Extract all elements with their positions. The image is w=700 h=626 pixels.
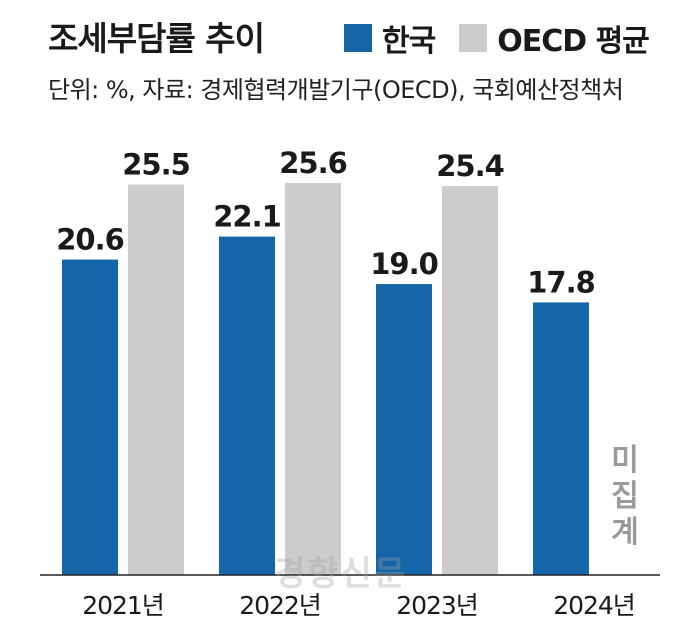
legend-label-korea: 한국 bbox=[382, 24, 436, 59]
x-tick-label-1: 2022년 bbox=[239, 591, 321, 620]
legend-label-oecd: OECD 평균 bbox=[497, 24, 650, 59]
bar-oecd-2 bbox=[442, 186, 498, 575]
bar-korea-0 bbox=[62, 259, 118, 575]
annotation-char-1: 집 bbox=[611, 479, 639, 514]
x-tick-label-0: 2021년 bbox=[82, 591, 164, 620]
x-tick-label-2: 2023년 bbox=[396, 591, 478, 620]
chart-title: 조세부담률 추이 bbox=[48, 19, 265, 58]
legend-swatch-korea bbox=[344, 24, 372, 52]
data-label-korea-1: 22.1 bbox=[213, 200, 281, 234]
data-label-oecd-1: 25.6 bbox=[279, 146, 347, 180]
bar-oecd-1 bbox=[285, 183, 341, 575]
x-tick-label-3: 2024년 bbox=[553, 591, 635, 620]
bar-oecd-0 bbox=[128, 184, 184, 575]
legend-swatch-oecd bbox=[459, 24, 488, 52]
source-note: 단위: %, 자료: 경제협력개발기구(OECD), 국회예산정책처 bbox=[48, 76, 624, 104]
data-label-korea-3: 17.8 bbox=[527, 265, 595, 299]
watermark: 경향신문 bbox=[274, 554, 408, 594]
bar-korea-1 bbox=[219, 236, 275, 575]
data-label-korea-0: 20.6 bbox=[56, 223, 124, 257]
chart-header: 조세부담률 추이 한국 OECD 평균 bbox=[48, 8, 688, 59]
legend: 한국 OECD 평균 bbox=[344, 16, 673, 60]
annotation-char-2: 계 bbox=[611, 515, 639, 550]
bar-korea-3 bbox=[533, 302, 589, 575]
data-label-korea-2: 19.0 bbox=[370, 247, 438, 281]
bar-korea-2 bbox=[376, 284, 432, 575]
annotation-char-0: 미 bbox=[611, 443, 639, 478]
data-label-oecd-2: 25.4 bbox=[436, 149, 504, 183]
data-label-oecd-0: 25.5 bbox=[122, 148, 190, 182]
